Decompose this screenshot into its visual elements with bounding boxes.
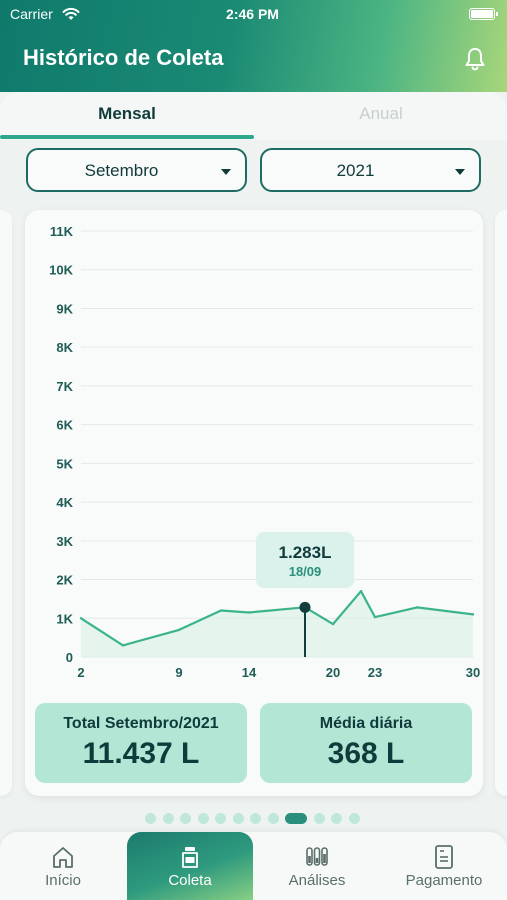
data-point (331, 622, 335, 626)
nav-pagamento-label: Pagamento (405, 872, 483, 889)
pagination-dot[interactable] (348, 813, 360, 824)
home-icon (53, 847, 73, 868)
nav-coleta[interactable]: Coleta (127, 832, 253, 900)
period-tabs: Mensal Anual (0, 92, 507, 140)
data-point (219, 609, 223, 612)
data-point (415, 606, 419, 609)
pagination-dot[interactable] (267, 813, 279, 824)
y-tick-label: 2K (56, 573, 73, 588)
pagination-dot[interactable] (180, 813, 191, 824)
test-tubes-icon (306, 847, 328, 866)
nav-analises-label: Análises (288, 872, 346, 889)
chart-card (25, 210, 483, 796)
pagination-dot[interactable] (215, 813, 226, 824)
total-label: Total Setembro/2021 (63, 715, 219, 732)
y-tick-label: 0 (66, 650, 73, 665)
clock: 2:46 PM (226, 6, 279, 22)
tab-mensal[interactable]: Mensal (98, 104, 156, 123)
receipt-icon (435, 845, 453, 869)
month-select-value: Setembro (84, 161, 159, 180)
y-tick-label: 3K (56, 534, 73, 549)
total-panel: Total Setembro/2021 11.437 L (35, 703, 247, 783)
pagination-dot[interactable] (145, 813, 156, 824)
y-tick-label: 10K (49, 263, 73, 278)
chevron-down-icon (221, 169, 231, 175)
pagination-dot[interactable] (331, 813, 342, 824)
pagination-dot[interactable] (313, 813, 325, 824)
x-tick-label: 23 (368, 665, 382, 680)
data-point (121, 644, 125, 647)
total-value: 11.437 L (82, 737, 200, 770)
month-select[interactable]: Setembro (26, 148, 247, 192)
average-value: 368 L (327, 737, 405, 770)
pagination-dot[interactable] (162, 813, 174, 824)
y-tick-label: 8K (56, 340, 73, 355)
data-point (79, 617, 83, 620)
y-tick-label: 9K (56, 301, 73, 316)
status-bar: Carrier 2:46 PM (10, 6, 498, 24)
pagination-dot[interactable] (197, 813, 209, 824)
highlight-marker (299, 601, 311, 613)
pagination-dot[interactable] (232, 813, 244, 824)
x-tick-label: 2 (77, 665, 84, 680)
tooltip-value: 1.283L (279, 543, 332, 562)
previous-card-peek[interactable] (0, 210, 12, 796)
page-title: Histórico de Coleta (23, 45, 224, 70)
average-panel: Média diária 368 L (260, 703, 472, 783)
y-tick-label: 11K (50, 224, 74, 239)
tooltip (256, 532, 354, 588)
year-select-value: 2021 (336, 161, 375, 180)
y-tick-label: 7K (56, 379, 73, 394)
wifi-icon (62, 7, 80, 20)
average-label: Média diária (319, 715, 413, 732)
data-point (471, 613, 475, 616)
pagination-dot[interactable] (250, 813, 261, 824)
year-select[interactable]: 2021 (260, 148, 481, 192)
data-point (373, 615, 377, 619)
x-tick-label: 30 (466, 665, 480, 680)
nav-inicio[interactable]: Início (0, 832, 126, 900)
bell-icon[interactable] (463, 46, 487, 72)
battery-icon (469, 8, 498, 20)
x-tick-label: 20 (326, 665, 340, 680)
series-area (81, 591, 473, 657)
header: Carrier 2:46 PM Histórico de Coleta (0, 0, 507, 92)
x-tick-label: 14 (242, 665, 257, 680)
y-tick-label: 1K (56, 611, 73, 626)
nav-analises[interactable]: Análises (254, 832, 380, 900)
data-point (177, 628, 181, 632)
pagination-dot-active[interactable] (285, 813, 307, 824)
milk-can-icon (182, 847, 198, 868)
nav-inicio-label: Início (45, 872, 81, 889)
nav-coleta-label: Coleta (168, 872, 212, 889)
y-tick-label: 5K (56, 456, 73, 471)
chevron-down-icon (455, 169, 465, 175)
y-tick-label: 4K (56, 495, 73, 510)
carrier-label: Carrier (10, 6, 53, 22)
y-tick-label: 6K (56, 418, 73, 433)
next-card-peek[interactable] (495, 210, 507, 796)
data-point (247, 611, 251, 614)
x-tick-label: 9 (175, 665, 182, 680)
collection-chart: 0 1K 2K 3K 4K 5K 6K 7K 8K 9K 10K 11K 2 9 14 20 23 30 1.283… (49, 224, 480, 680)
carousel-pagination (0, 813, 507, 825)
bottom-nav: Início Coleta Análises Pagamento (0, 832, 507, 900)
active-tab-indicator (0, 135, 254, 139)
data-point (359, 589, 363, 593)
nav-pagamento[interactable]: Pagamento (381, 832, 507, 900)
tab-anual[interactable]: Anual (359, 104, 403, 123)
tooltip-date: 18/09 (289, 564, 322, 579)
